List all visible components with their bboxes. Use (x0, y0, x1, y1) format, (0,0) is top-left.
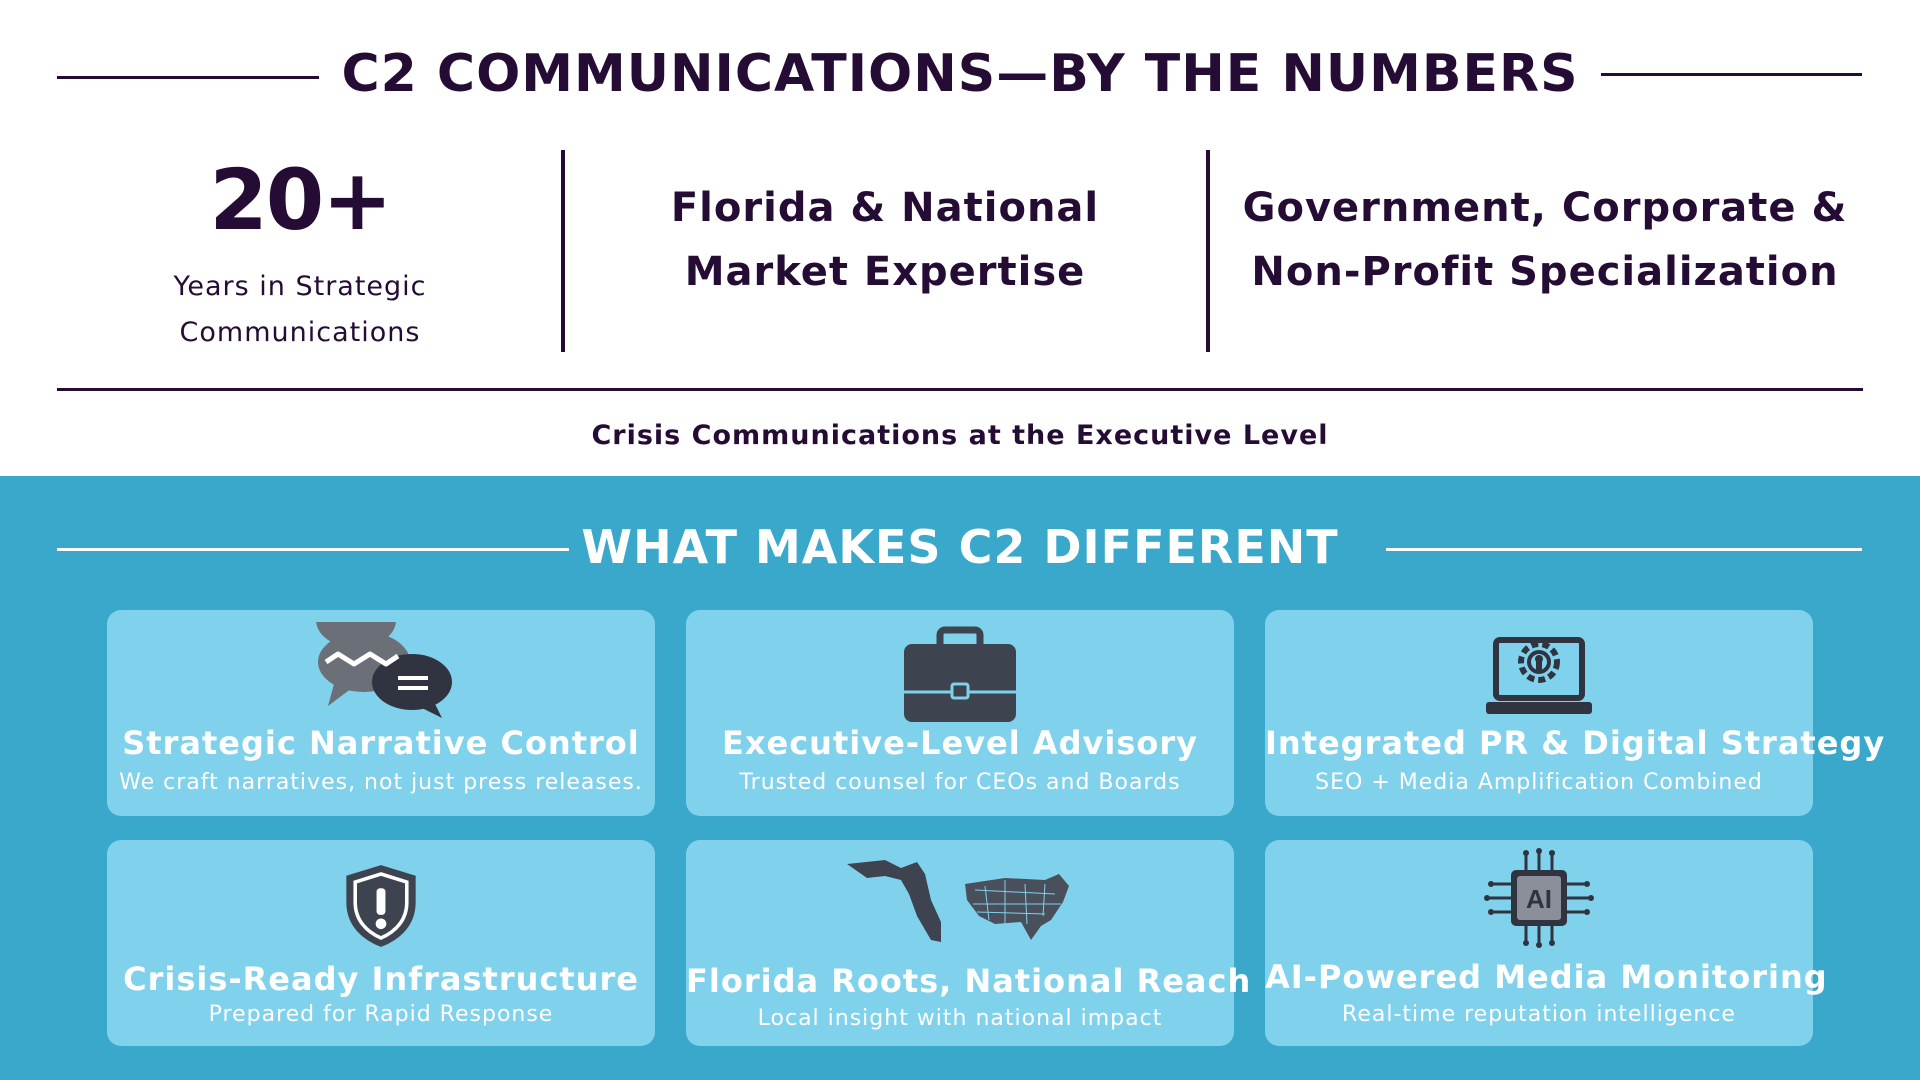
stat-market-line-1: Florida & National (670, 185, 1100, 231)
tagline: Crisis Communications at the Executive L… (591, 420, 1329, 451)
card-title: Florida Roots, National Reach (686, 962, 1252, 1000)
section-title: WHAT MAKES C2 DIFFERENT (581, 520, 1339, 574)
card-subtitle: We craft narratives, not just press rele… (119, 770, 643, 795)
title-rule-right (1570, 73, 1862, 76)
stat-years-label-1: Years in Strategic (173, 271, 427, 302)
card-ai-monitoring: AI AI-Powered Media Monitoring Real-time… (1265, 840, 1828, 1046)
card-subtitle: SEO + Media Amplification Combined (1315, 770, 1763, 795)
chat-bubbles-icon (316, 622, 452, 718)
card-florida-national: Florida Roots, National Reach Local insi… (686, 840, 1252, 1046)
card-subtitle: Prepared for Rapid Response (208, 1002, 554, 1027)
card-subtitle: Local insight with national impact (757, 1006, 1163, 1031)
stat-specialization-line-1: Government, Corporate & (1242, 185, 1848, 231)
stat-divider-2 (1206, 150, 1210, 352)
stat-years-value: 20+ (209, 151, 392, 249)
card-narrative-control: Strategic Narrative Control We craft nar… (107, 610, 655, 816)
card-title: Strategic Narrative Control (122, 724, 640, 762)
stat-market: Florida & National Market Expertise (600, 150, 1170, 350)
card-executive-advisory: Executive-Level Advisory Trusted counsel… (686, 610, 1234, 816)
section-rule-right (1386, 548, 1862, 551)
card-integrated-pr: Integrated PR & Digital Strategy SEO + M… (1265, 610, 1886, 816)
shield-alert-icon (346, 865, 416, 947)
laptop-gear-icon (1486, 637, 1592, 714)
card-title: Crisis-Ready Infrastructure (123, 960, 639, 998)
by-the-numbers-section: C2 COMMUNICATIONS—BY THE NUMBERS 20+ Yea… (0, 0, 1920, 476)
page-title: C2 COMMUNICATIONS—BY THE NUMBERS (319, 44, 1601, 104)
card-subtitle: Real-time reputation intelligence (1342, 1002, 1736, 1027)
ai-chip-label: AI (1526, 884, 1552, 914)
card-crisis-ready: Crisis-Ready Infrastructure Prepared for… (107, 840, 655, 1046)
card-title: Executive-Level Advisory (722, 724, 1198, 762)
stat-market-line-2: Market Expertise (684, 249, 1086, 295)
card-title: Integrated PR & Digital Strategy (1265, 724, 1886, 762)
stat-specialization: Government, Corporate & Non-Profit Speci… (1230, 150, 1860, 350)
stat-years: 20+ Years in Strategic Communications (100, 150, 500, 350)
card-title: AI-Powered Media Monitoring (1265, 958, 1828, 996)
briefcase-icon (904, 626, 1016, 722)
stat-divider-1 (561, 150, 565, 352)
tagline-rule (57, 388, 1863, 391)
florida-usa-map-icon (847, 860, 1069, 942)
section-rule-left (57, 548, 569, 551)
stat-specialization-line-2: Non-Profit Specialization (1251, 249, 1839, 295)
differentiators-section: WHAT MAKES C2 DIFFERENT Strategic Narrat… (0, 476, 1920, 1080)
ai-chip-icon: AI (1484, 848, 1594, 948)
title-rule-left (57, 76, 349, 79)
card-subtitle: Trusted counsel for CEOs and Boards (739, 770, 1181, 795)
stat-years-label-2: Communications (179, 317, 421, 348)
